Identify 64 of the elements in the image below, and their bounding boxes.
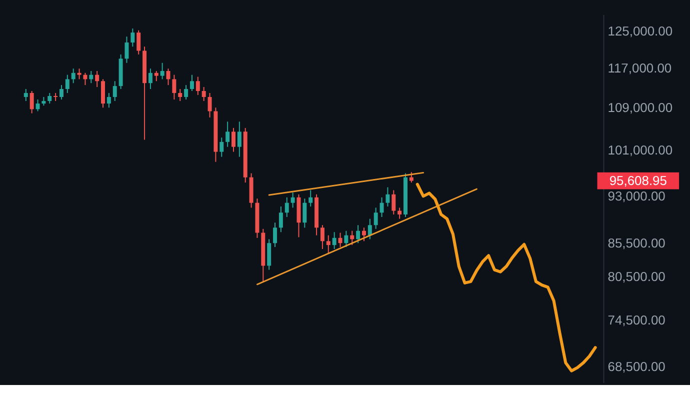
candlestick [398, 207, 402, 220]
candlestick [278, 206, 283, 233]
candlestick [350, 230, 354, 246]
candlestick [178, 88, 182, 102]
candlestick [380, 196, 384, 218]
y-tick-label: 125,000.00 [608, 24, 673, 39]
candlestick [190, 74, 194, 92]
candlestick [136, 30, 141, 55]
candlestick [89, 70, 94, 84]
candlestick [356, 224, 360, 244]
candlestick [208, 92, 212, 118]
candlestick [344, 230, 348, 248]
candlestick [368, 218, 372, 240]
candlestick [112, 80, 117, 102]
candlestick [326, 234, 330, 254]
text: 95,608.95 [609, 172, 667, 188]
candlestick [302, 198, 307, 228]
candlestick [154, 70, 158, 82]
candlestick [392, 190, 396, 215]
candlestick [83, 72, 88, 86]
line-series [416, 182, 597, 372]
candlestick [65, 74, 70, 94]
candlestick [409, 172, 414, 184]
candlestick [196, 76, 200, 96]
candlestick [106, 92, 111, 108]
candlestick [290, 192, 295, 208]
candlestick [226, 121, 230, 148]
y-tick-label: 109,000.00 [608, 100, 673, 116]
candlestick [101, 78, 105, 108]
candlestick [232, 127, 236, 152]
candlestick [30, 90, 34, 114]
candlestick [95, 70, 100, 88]
candlestick [24, 88, 28, 102]
y-tick-label: 101,000.00 [608, 142, 673, 158]
candlestick [148, 68, 152, 90]
candlestick [48, 92, 52, 104]
candlestick [220, 137, 224, 158]
y-tick-label: 68,500.00 [608, 359, 666, 374]
candlestick [332, 232, 336, 250]
candlestick [36, 99, 40, 112]
candlestick [374, 207, 378, 230]
candlestick [284, 196, 289, 218]
candlestick [338, 232, 342, 248]
candlestick [124, 36, 129, 64]
candlestick [308, 190, 313, 207]
candlestick [77, 68, 82, 80]
candlestick [71, 68, 76, 84]
candlestick [202, 86, 206, 102]
y-tick-label: 85,500.00 [608, 236, 666, 251]
candlestick [130, 28, 135, 48]
y-tick-label: 74,500.00 [608, 312, 666, 328]
candlestick [267, 238, 272, 270]
candlestick [160, 62, 164, 80]
candlestick [320, 224, 324, 250]
candlestick [386, 186, 390, 207]
y-tick-label: 93,000.00 [608, 188, 666, 204]
candlestick [273, 222, 278, 248]
candlestick [172, 74, 176, 100]
candlestick [362, 227, 366, 242]
y-tick-label: 117,000.00 [608, 60, 672, 76]
candlestick [59, 84, 64, 100]
candlestick [237, 121, 242, 158]
candlestick [184, 84, 188, 100]
y-tick-label: 80,500.00 [608, 269, 666, 284]
